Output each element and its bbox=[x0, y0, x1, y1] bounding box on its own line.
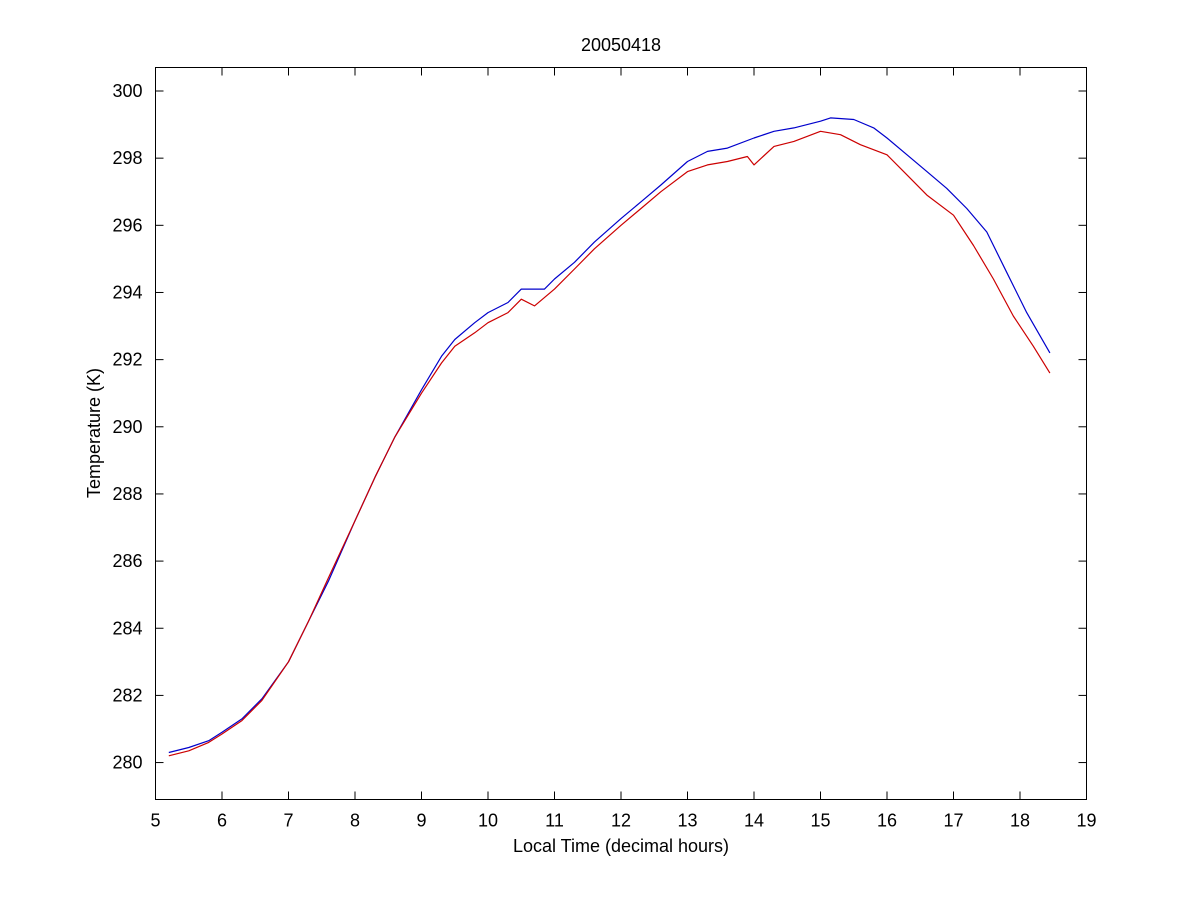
y-tick-label: 296 bbox=[112, 215, 142, 235]
chart-title: 20050418 bbox=[581, 35, 661, 55]
x-tick-label: 11 bbox=[545, 811, 564, 831]
series-line-1 bbox=[168, 117, 1051, 754]
y-tick-label: 300 bbox=[112, 81, 142, 101]
y-axis-ticks: 280 282 284 286 288 290 292 294 296 298 300 bbox=[112, 81, 1087, 773]
y-tick-label: 292 bbox=[112, 350, 142, 370]
y-axis-title: Temperature (K) bbox=[84, 368, 104, 498]
x-tick-label: 5 bbox=[150, 811, 160, 831]
x-tick-label: 12 bbox=[611, 811, 631, 831]
y-tick-label: 280 bbox=[112, 753, 142, 773]
series-line-2 bbox=[168, 130, 1051, 757]
x-axis-ticks: 5 6 7 8 9 10 11 12 13 14 15 16 17 18 19 bbox=[150, 67, 1097, 831]
y-tick-label: 294 bbox=[112, 282, 142, 302]
x-tick-label: 7 bbox=[283, 811, 293, 831]
y-tick-label: 284 bbox=[112, 618, 142, 638]
y-tick-label: 290 bbox=[112, 417, 142, 437]
x-tick-label: 14 bbox=[744, 811, 764, 831]
x-tick-label: 17 bbox=[943, 811, 963, 831]
y-tick-label: 298 bbox=[112, 148, 142, 168]
x-tick-label: 19 bbox=[1076, 811, 1096, 831]
x-tick-label: 13 bbox=[677, 811, 697, 831]
x-tick-label: 18 bbox=[1010, 811, 1030, 831]
x-tick-label: 6 bbox=[217, 811, 227, 831]
plot-frame bbox=[155, 67, 1087, 800]
plot-lines bbox=[168, 117, 1051, 757]
x-tick-label: 16 bbox=[877, 811, 897, 831]
x-tick-label: 10 bbox=[478, 811, 498, 831]
x-tick-label: 15 bbox=[810, 811, 830, 831]
y-tick-label: 288 bbox=[112, 484, 142, 504]
x-tick-label: 8 bbox=[350, 811, 360, 831]
x-axis-title: Local Time (decimal hours) bbox=[513, 836, 729, 856]
x-tick-label: 9 bbox=[416, 811, 426, 831]
y-tick-label: 282 bbox=[112, 685, 142, 705]
y-tick-label: 286 bbox=[112, 551, 142, 571]
